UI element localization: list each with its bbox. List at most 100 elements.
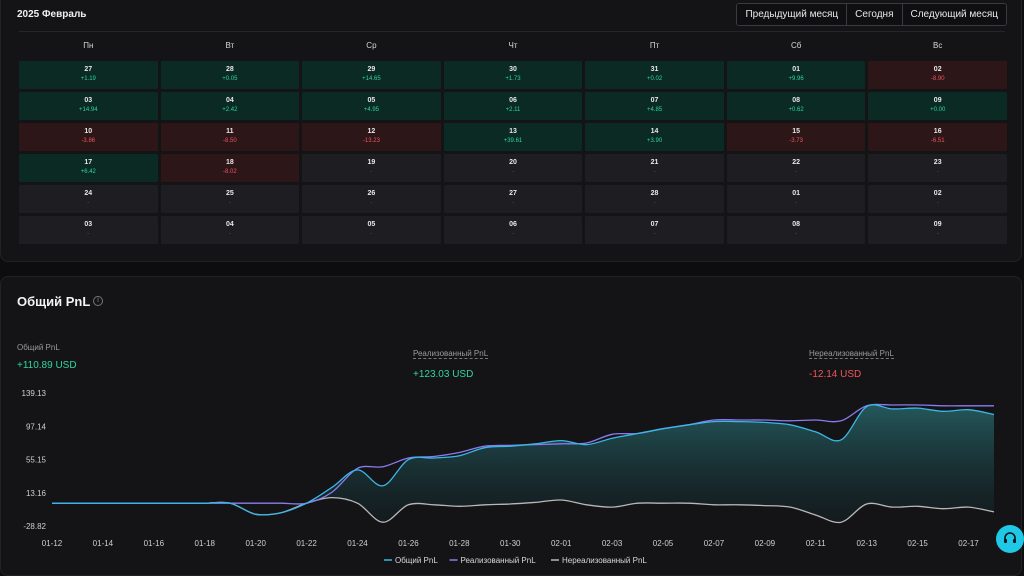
calendar-day-cell[interactable]: 09 +0.00 [868,92,1007,120]
day-number: 31 [650,66,659,73]
prev-month-button[interactable]: Предыдущий месяц [737,4,848,25]
x-tick-label: 02-13 [856,539,877,548]
calendar-day-cell[interactable]: 18 -8.02 [160,154,300,182]
headset-icon [1004,532,1016,543]
calendar-day-cell[interactable]: 05 +4.95 [302,92,441,120]
series-line-0 [51,404,995,516]
calendar-day-cell[interactable]: 14 +3.90 [585,123,724,151]
weekday-label: Чт [508,41,518,50]
day-pnl-value: +14.65 [362,76,381,82]
day-pnl-value: +14.94 [79,107,98,113]
weekday-label: Пт [649,41,660,50]
calendar-day-cell[interactable]: 04 +2.42 [160,92,300,120]
x-tick-label: 01-28 [449,539,470,548]
day-pnl-value: -3.86 [81,138,96,144]
calendar-card: 2025 Февраль Предыдущий месяц Сегодня Сл… [0,0,1022,262]
calendar-day-cell[interactable]: 07 +4.85 [585,92,724,120]
support-chat-button[interactable] [996,525,1024,553]
pnl-chart: 139.13 97.14 55.15 13.16 -28.82 01-12 01-14 01-… [22,389,995,565]
weekday-header: Пн Вт Ср Чт Пт Сб Вс [19,41,1007,50]
calendar-day-cell[interactable]: 30 +1.73 [443,61,583,89]
pnl-title: Общий PnL [17,294,91,309]
day-pnl-value: - [936,169,939,175]
today-button[interactable]: Сегодня [847,4,903,25]
legend-label: Общий PnL [395,556,438,565]
x-tick-label: 02-11 [806,539,826,548]
x-tick-label: 02-03 [602,539,623,548]
day-number: 01 [792,190,801,197]
day-number: 23 [933,159,942,166]
calendar-day-cell[interactable]: 28 - [585,185,724,213]
calendar-day-cell[interactable]: 07 - [585,216,724,244]
day-pnl-value: -6.51 [930,138,945,144]
calendar-day-cell[interactable]: 04 - [160,216,300,244]
calendar-day-cell[interactable]: 27 - [443,185,583,213]
calendar-day-cell[interactable]: 28 +0.05 [160,61,300,89]
x-tick-label: 01-24 [347,539,368,548]
calendar-day-cell[interactable]: 11 -8.50 [160,123,300,151]
day-number: 21 [650,159,659,166]
day-number: 08 [792,221,801,228]
calendar-day-cell[interactable]: 03 - [19,216,158,244]
y-tick-label: -28.82 [23,522,46,531]
day-pnl-value: - [511,169,514,175]
day-number: 28 [225,66,234,73]
calendar-day-cell[interactable]: 24 - [19,185,158,213]
day-number: 28 [650,190,659,197]
metric-unrealized-label[interactable]: Нереализованный PnL [809,349,894,359]
day-pnl-value: +1.19 [80,76,96,82]
calendar-day-cell[interactable]: 25 - [160,185,300,213]
calendar-day-cell[interactable]: 06 - [443,216,583,244]
calendar-day-cell[interactable]: 02 -8.90 [868,61,1007,89]
calendar-day-cell[interactable]: 26 - [302,185,441,213]
calendar-day-cell[interactable]: 15 -3.73 [726,123,866,151]
calendar-day-cell[interactable]: 20 - [443,154,583,182]
calendar-day-cell[interactable]: 22 - [726,154,866,182]
day-number: 24 [84,190,93,197]
calendar-day-cell[interactable]: 05 - [302,216,441,244]
calendar-day-cell[interactable]: 19 - [302,154,441,182]
x-tick-label: 02-15 [907,539,928,548]
calendar-day-cell[interactable]: 13 +39.61 [443,123,583,151]
calendar-day-cell[interactable]: 09 - [868,216,1007,244]
day-pnl-value: - [228,200,231,206]
calendar-day-cell[interactable]: 12 -13.23 [302,123,441,151]
day-pnl-value: +1.73 [505,76,521,82]
calendar-day-cell[interactable]: 29 +14.65 [302,61,441,89]
calendar-day-cell[interactable]: 31 +0.02 [585,61,724,89]
calendar-day-cell[interactable]: 06 +2.11 [443,92,583,120]
x-tick-label: 01-22 [296,539,317,548]
calendar-day-cell[interactable]: 10 -3.86 [19,123,158,151]
day-number: 16 [933,128,942,135]
y-tick-label: 139.13 [22,389,47,398]
day-pnl-value: - [653,231,656,237]
day-number: 27 [84,66,93,73]
day-number: 26 [367,190,376,197]
calendar-day-cell[interactable]: 16 -6.51 [868,123,1007,151]
calendar-day-cell[interactable]: 17 +6.42 [19,154,158,182]
day-number: 17 [84,159,93,166]
day-number: 06 [509,221,517,228]
metric-realized-label[interactable]: Реализованный PnL [413,349,489,359]
x-tick-label: 01-20 [245,539,266,548]
month-nav: Предыдущий месяц Сегодня Следующий месяц [736,3,1007,26]
calendar-day-cell[interactable]: 23 - [868,154,1007,182]
day-number: 04 [225,97,234,104]
calendar-day-cell[interactable]: 08 +0.62 [726,92,866,120]
day-number: 08 [792,97,801,104]
day-pnl-value: +39.61 [503,138,523,144]
day-number: 05 [367,97,376,104]
calendar-day-cell[interactable]: 08 - [726,216,866,244]
day-pnl-value: - [370,200,373,206]
calendar-day-cell[interactable]: 02 - [868,185,1007,213]
metric-realized: Реализованный PnL +123.03 USD [413,343,489,380]
calendar-day-cell[interactable]: 01 +9.96 [726,61,866,89]
calendar-day-cell[interactable]: 03 +14.94 [19,92,158,120]
day-pnl-value: +0.00 [930,107,946,113]
calendar-day-cell[interactable]: 27 +1.19 [19,61,158,89]
calendar-day-cell[interactable]: 01 - [726,185,866,213]
info-icon[interactable]: i [93,296,103,306]
next-month-button[interactable]: Следующий месяц [902,4,1006,25]
x-tick-label: 02-17 [958,539,979,548]
calendar-day-cell[interactable]: 21 - [585,154,724,182]
